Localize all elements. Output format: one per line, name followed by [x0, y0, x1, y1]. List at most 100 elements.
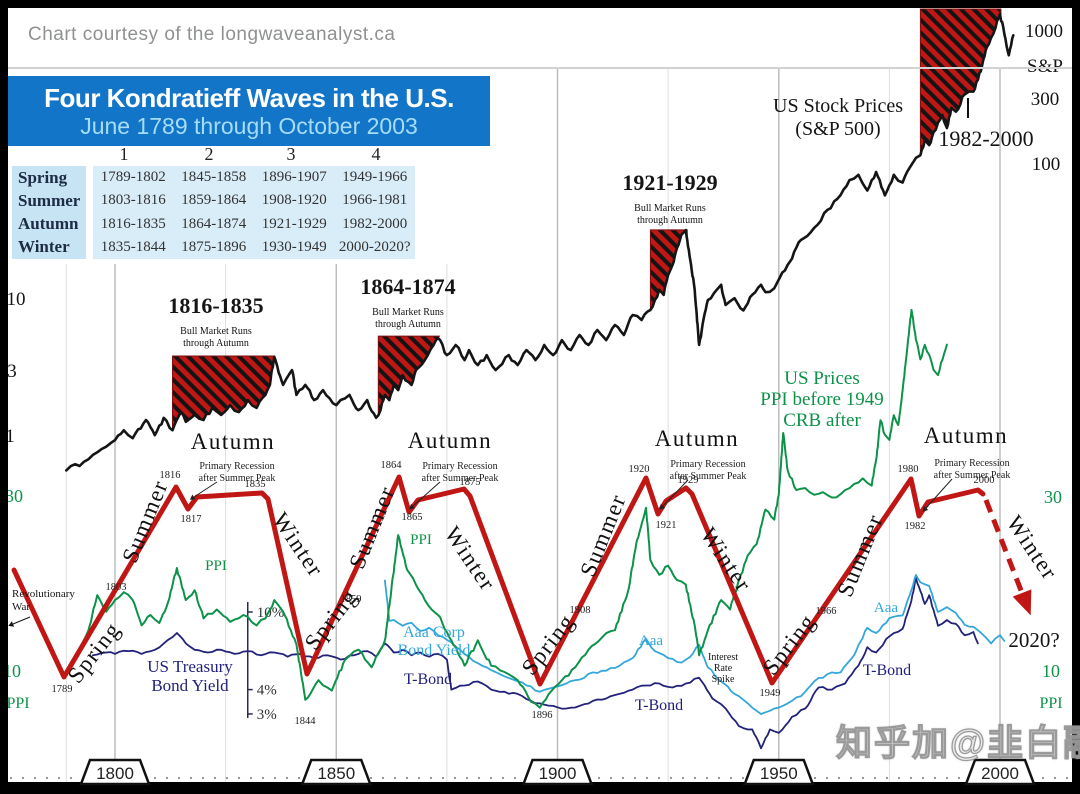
season-label-winter: Winter	[18, 237, 70, 257]
kondratieff-wave-line	[11, 474, 986, 687]
annotation-arrow	[412, 481, 441, 507]
season-label-autumn: Autumn	[18, 214, 79, 234]
table-cell: 1835-1844	[100, 238, 166, 255]
wave-year-label: 1816	[160, 470, 181, 481]
season-label-spring: Spring	[18, 167, 68, 187]
bull-run-sublabel: Bull Market Runs	[180, 326, 252, 337]
annotation-text: CRB after	[783, 410, 861, 431]
wave-year-label: 1864	[381, 460, 403, 471]
header-mask	[8, 8, 1072, 68]
primary-recession-note: Primary Recession	[934, 458, 1009, 469]
table-cell: 1921-1929	[261, 215, 327, 232]
annotation-text: Rate	[714, 663, 733, 674]
axis-tick-label: 300	[1031, 89, 1060, 110]
annotation-text: PPI	[410, 532, 432, 548]
annotation-text: Aaa	[874, 600, 898, 616]
annotation-arrow	[662, 479, 689, 507]
axis-year-box	[300, 758, 373, 786]
wave-year-label: 1980	[898, 464, 919, 475]
annotation-text: (S&P 500)	[795, 118, 880, 140]
frame-bottom	[0, 786, 1080, 794]
seasons-table-row-labels: Spring Summer Autumn Winter	[12, 166, 86, 259]
bull-run-sublabel: Bull Market Runs	[372, 307, 444, 318]
primary-recession-note: after Summer Peak	[670, 471, 747, 482]
frame-top	[0, 0, 1080, 8]
bull-run-sublabel: through Autumn	[183, 338, 249, 349]
bull-run-sublabel: Bull Market Runs	[634, 203, 706, 214]
table-cell: 1982-2000	[342, 215, 408, 232]
annotation-text: 1982-2000	[938, 126, 1033, 151]
annotation-arrow-head	[922, 505, 929, 512]
axis-year-label: 1800	[96, 764, 134, 783]
chart-title: Four Kondratieff Waves in the U.S.	[44, 83, 454, 113]
primary-recession-note: Primary Recession	[670, 459, 745, 470]
bull-run-sublabel: through Autumn	[637, 215, 703, 226]
primary-recession-note: after Summer Peak	[934, 470, 1011, 481]
wave-year-label: 1921	[656, 520, 677, 531]
wave-winter-arrow-head	[1012, 589, 1032, 616]
wave-season-label: Autumn	[191, 429, 275, 454]
axis-tick-label: 1000	[1025, 21, 1063, 42]
axis-year-box	[79, 758, 151, 786]
axis-year-label: 2000	[981, 764, 1019, 783]
axis-tick-label: PPI	[1039, 695, 1062, 712]
axis-tick-label: 10	[1042, 661, 1060, 681]
wave-year-label: 1789	[52, 684, 73, 695]
wave-year-label: 1908	[570, 605, 591, 616]
wave-col-header-1: 1	[119, 144, 129, 164]
season-label-summer: Summer	[18, 190, 81, 210]
primary-recession-note: after Summer Peak	[199, 473, 276, 484]
axis-year-label: 1850	[317, 764, 355, 783]
wave-year-label: 1920	[629, 464, 650, 475]
annotation-text: PPI	[205, 558, 227, 574]
table-cell: 1875-1896	[181, 238, 247, 255]
annotation-text: Interest	[708, 652, 738, 663]
annotation-text: US Stock Prices	[773, 95, 903, 117]
annotation-text: War	[12, 601, 30, 613]
annotation-text: Aaa Corp	[403, 624, 465, 641]
yield-scale-tick-label: 10%	[257, 605, 285, 621]
wave-year-label: 1803	[106, 582, 127, 593]
x-axis-year-boxes: 1800 1850 1900 1950 2000	[79, 758, 1036, 786]
table-cell: 1908-1920	[261, 192, 327, 209]
primary-recession-note: Primary Recession	[422, 461, 497, 472]
yield-scale-tick-label: 4%	[257, 683, 277, 699]
yield-scale-bar: 10% 4% 3%	[247, 602, 285, 723]
table-cell: 1930-1949	[261, 238, 327, 255]
wave-year-label: 1875	[460, 477, 481, 488]
table-cell: 1859-1864	[181, 192, 247, 209]
bull-run-label: 1921-1929	[622, 170, 717, 195]
wave-season-label: Autumn	[655, 426, 739, 451]
axis-year-label: 1950	[760, 764, 798, 783]
table-cell: 1966-1981	[342, 192, 408, 209]
table-cell: 1896-1907	[261, 169, 327, 186]
annotation-arrow-head	[8, 621, 15, 627]
annotation-text: T-Bond	[635, 697, 683, 714]
ppi-series-line	[78, 308, 948, 709]
wave-year-label: 1949	[760, 688, 781, 699]
chart-subtitle: June 1789 through October 2003	[80, 113, 418, 139]
annotation-arrow	[193, 481, 218, 498]
annotation-arrow-head	[189, 494, 196, 500]
wave-year-label: 1896	[532, 710, 553, 721]
axis-tick-label: S&P	[1027, 56, 1063, 77]
wave-year-label: 1982	[905, 521, 926, 532]
table-cell: 2000-2020?	[338, 238, 411, 255]
axis-tick-label: 30	[1044, 487, 1062, 507]
wave-col-header-3: 3	[286, 144, 296, 164]
table-cell: 1845-1858	[181, 169, 247, 186]
table-cell: 1816-1835	[100, 215, 166, 232]
bull-run-sublabel: through Autumn	[375, 319, 441, 330]
axis-year-box	[964, 758, 1036, 786]
wave-season-label: Autumn	[408, 428, 492, 453]
annotation-text: T-Bond	[863, 662, 911, 679]
watermark: 知乎加@韭白融科君	[835, 721, 1080, 763]
frame-right	[1072, 0, 1080, 794]
annotation-text: Aaa	[639, 633, 663, 649]
wave-col-header-2: 2	[204, 144, 214, 164]
aaa-series-line	[384, 574, 1006, 715]
axis-year-label: 1900	[539, 764, 577, 783]
wave-year-label: 1859	[341, 594, 362, 605]
